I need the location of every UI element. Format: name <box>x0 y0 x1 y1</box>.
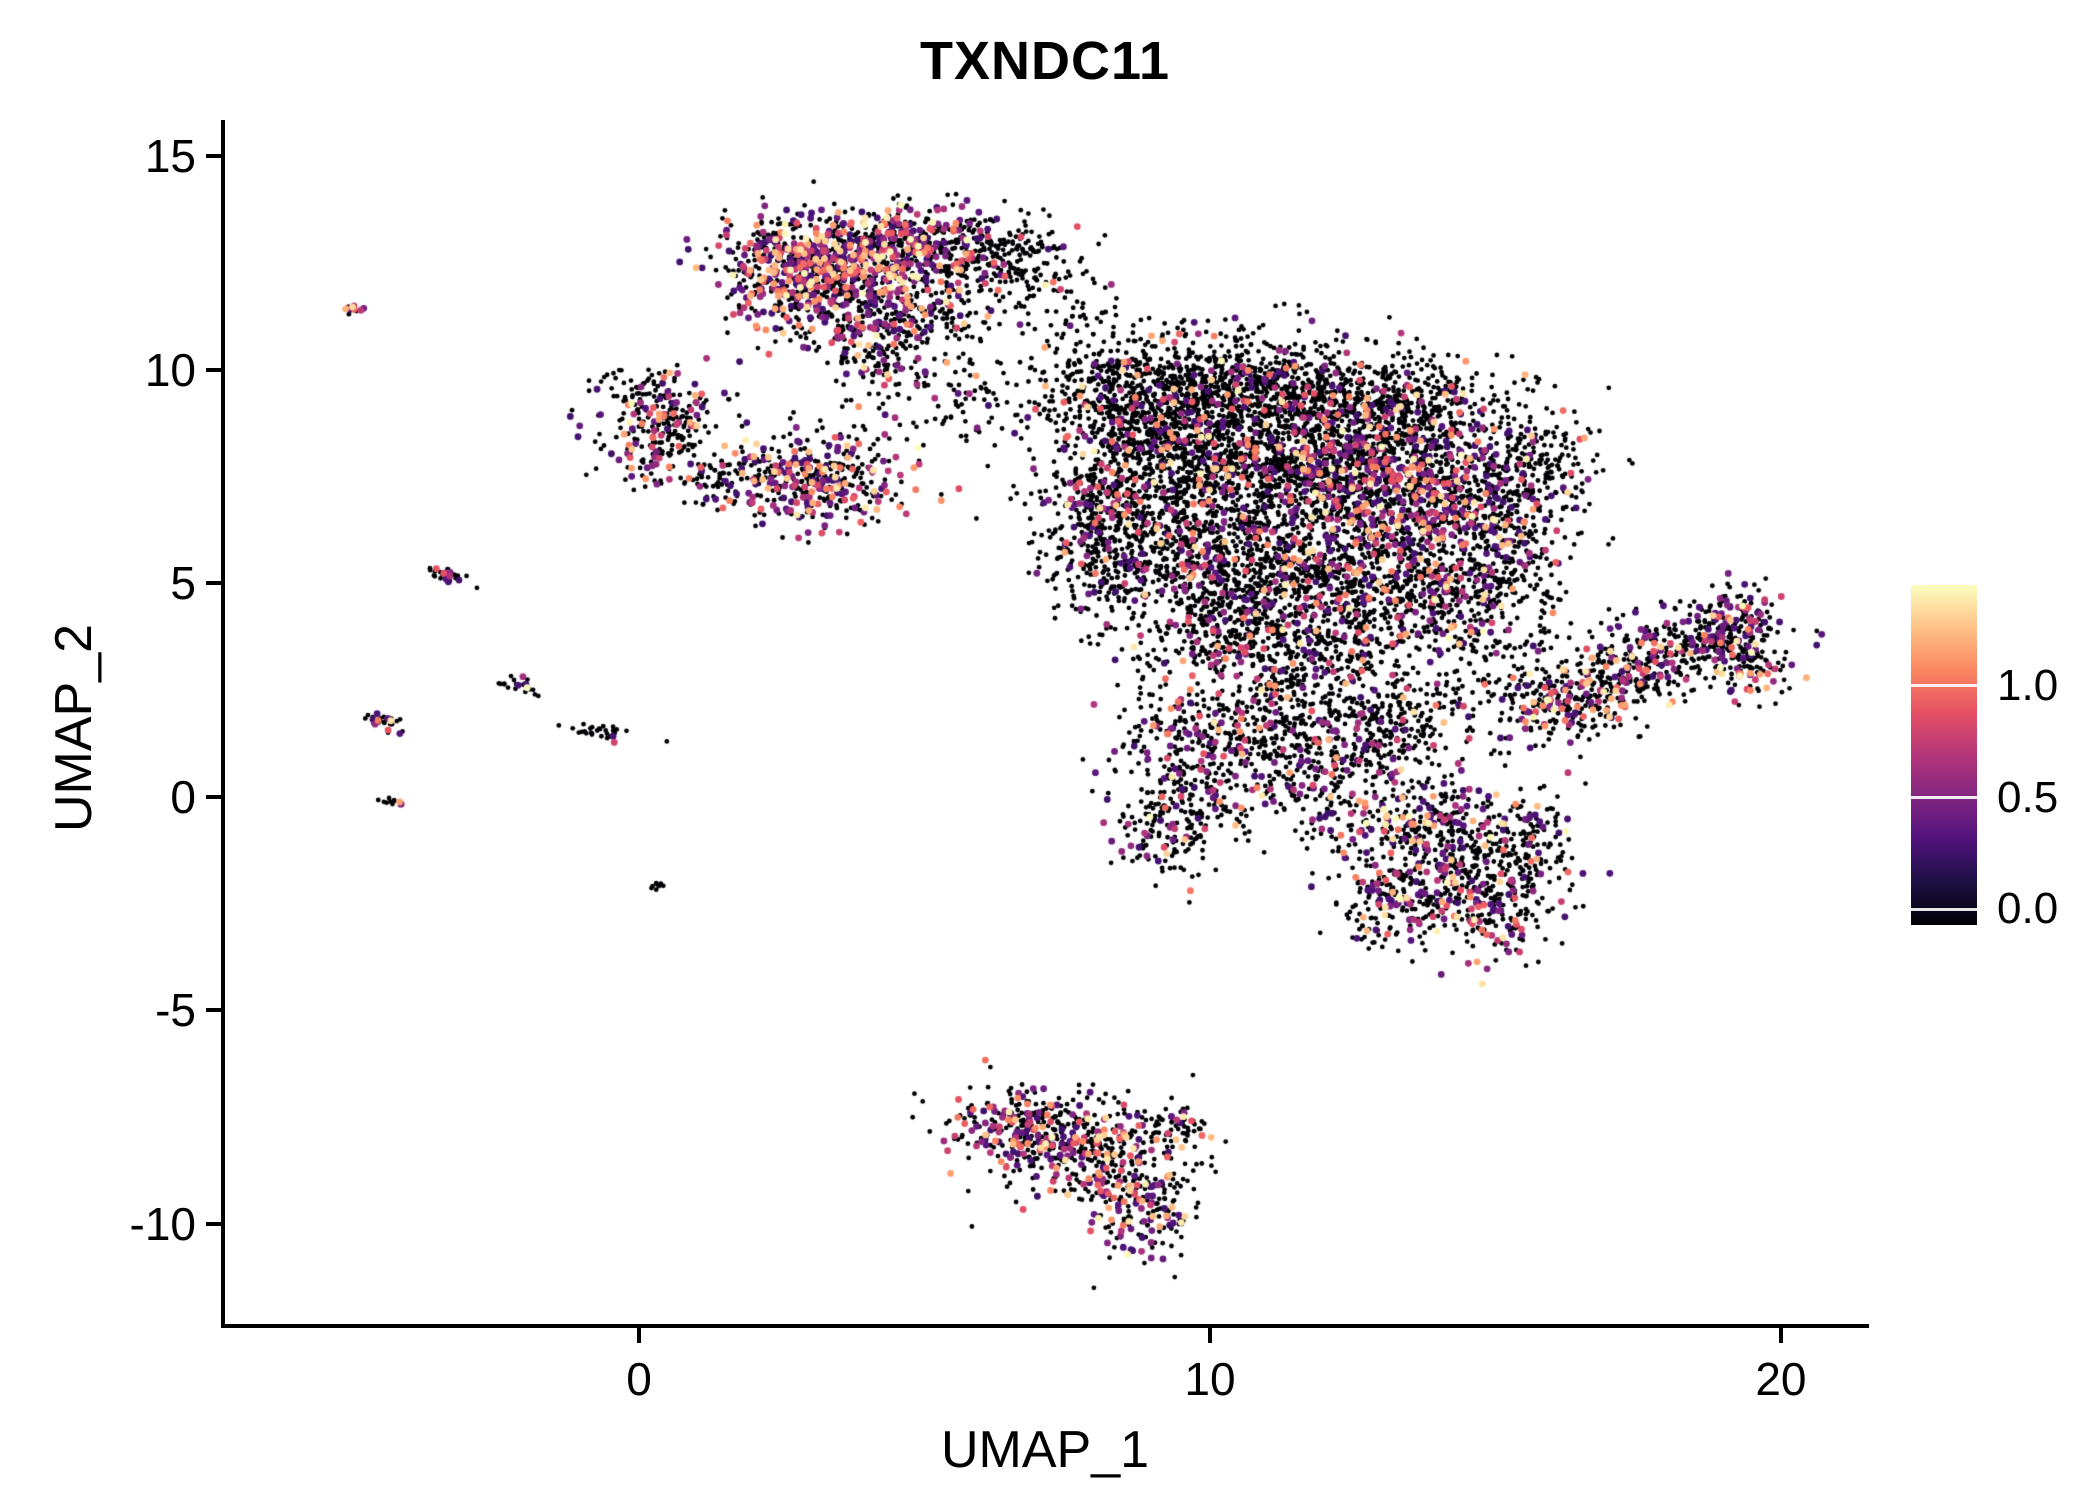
y-tick-label: 5 <box>170 557 196 610</box>
y-tick-mark <box>206 154 221 159</box>
y-tick-mark <box>206 367 221 372</box>
x-tick-label: 20 <box>1755 1353 1807 1405</box>
y-tick-label: 15 <box>144 130 196 183</box>
colorbar-tick-mark <box>1911 796 1977 799</box>
y-tick-label: -5 <box>155 984 196 1037</box>
x-tick-mark <box>1778 1328 1783 1343</box>
scatter-canvas <box>224 122 1866 1326</box>
y-tick-label: 0 <box>170 770 196 823</box>
x-axis-line <box>221 1324 1869 1328</box>
colorbar-tick-label: 0.5 <box>1997 772 2059 822</box>
x-tick-mark <box>1207 1328 1212 1343</box>
x-tick-mark <box>637 1328 642 1343</box>
y-tick-mark <box>206 1008 221 1013</box>
x-tick-label: 10 <box>1184 1353 1236 1405</box>
colorbar-tick-mark <box>1911 907 1977 911</box>
plot-title: TXNDC11 <box>919 31 1171 91</box>
y-axis-label: UMAP_2 <box>45 623 103 833</box>
x-tick-label: 0 <box>626 1353 652 1405</box>
colorbar-tick-mark <box>1911 684 1977 688</box>
colorbar-tick-label: 0.0 <box>1997 884 2059 934</box>
y-tick-mark <box>206 581 221 586</box>
y-tick-mark <box>206 1221 221 1226</box>
y-tick-label: -10 <box>129 1197 196 1250</box>
colorbar-tick-label: 1.0 <box>1997 660 2059 710</box>
x-axis-label: UMAP_1 <box>940 1421 1150 1479</box>
y-tick-mark <box>206 794 221 799</box>
y-tick-label: 10 <box>144 343 196 396</box>
y-axis-line <box>221 120 225 1328</box>
colorbar-gradient <box>1911 585 1977 925</box>
